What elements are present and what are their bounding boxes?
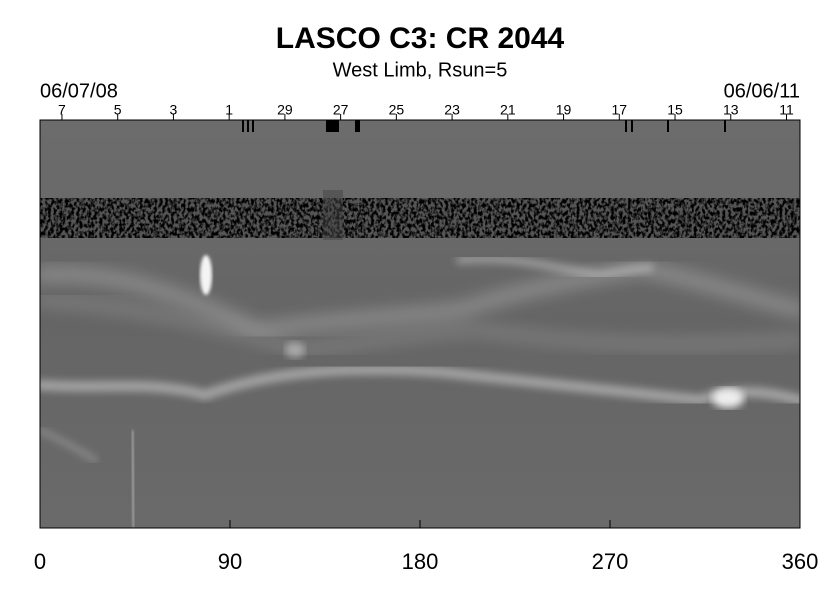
x-tick-label: 90 [218, 549, 242, 574]
top-tick-label: 7 [58, 102, 66, 118]
top-tick-label: 5 [114, 102, 122, 118]
top-tick-label: 11 [779, 102, 794, 118]
chart-title: LASCO C3: CR 2044 [276, 22, 565, 55]
x-tick-label: 0 [34, 549, 46, 574]
top-tick-label: 15 [667, 102, 683, 118]
top-tick-label: 21 [500, 102, 516, 118]
top-tick-label: 25 [389, 102, 405, 118]
top-tick-label: 3 [170, 102, 178, 118]
top-tick-label: 17 [611, 102, 627, 118]
top-tick-label: 13 [723, 102, 739, 118]
x-tick-label: 270 [592, 549, 629, 574]
x-tick-label: 360 [782, 549, 819, 574]
top-tick-label: 1 [225, 102, 233, 118]
top-tick-label: 29 [277, 102, 293, 118]
top-tick-label: 23 [444, 102, 460, 118]
chart-subtitle: West Limb, Rsun=5 [333, 59, 508, 81]
top-tick-label: 27 [333, 102, 349, 118]
synoptic-map [40, 120, 800, 528]
end-date: 06/06/11 [724, 80, 800, 102]
x-tick-label: 180 [402, 549, 439, 574]
start-date: 06/07/08 [40, 80, 118, 102]
top-tick-label: 19 [556, 102, 572, 118]
